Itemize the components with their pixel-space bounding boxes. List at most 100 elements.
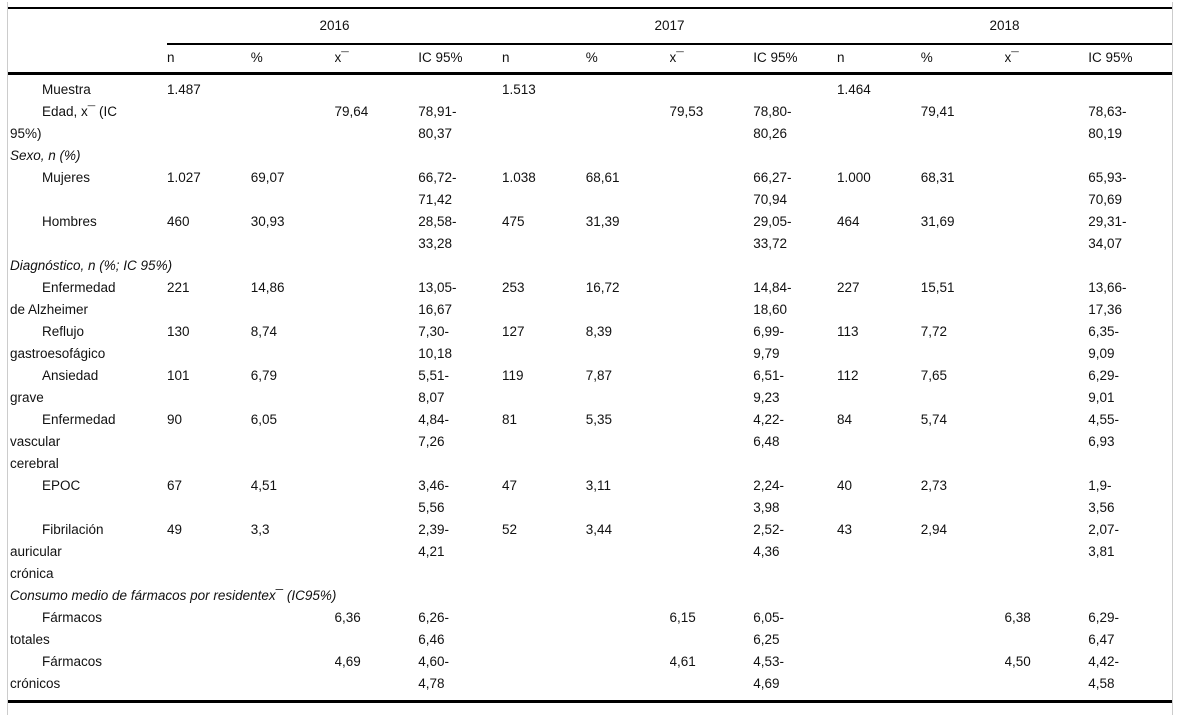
table-cell — [753, 74, 837, 102]
column-header: x¯ — [669, 44, 754, 75]
table-cell: 6,05- 6,25 — [753, 610, 785, 647]
table-cell: 31,39 — [585, 214, 620, 229]
table-cell: 4,69 — [334, 654, 361, 669]
table-cell: 4,51 — [250, 478, 278, 493]
table-cell: 2,94 — [920, 522, 948, 537]
table-cell — [670, 365, 754, 409]
table-cell: 4,61 — [669, 654, 696, 669]
table-cell — [251, 607, 335, 651]
column-header: % — [920, 44, 1005, 75]
table-cell — [502, 101, 586, 145]
column-header: IC 95% — [418, 44, 502, 75]
section-label: Consumo medio de fármacos por residentex… — [10, 588, 337, 603]
table-cell — [1005, 211, 1089, 255]
table-cell: 31,69 — [920, 214, 955, 229]
table-cell: 4,22- 6,48 — [753, 412, 785, 449]
column-header: x¯ — [1004, 44, 1089, 75]
table-cell — [670, 321, 754, 365]
table-cell — [1005, 409, 1089, 475]
table-row: EPOC 67 4,51 3,46- 5,56 47 3,11 2,24- 3,98 40 2,… — [8, 475, 1172, 519]
column-header: % — [250, 44, 335, 75]
table-cell: 2,24- 3,98 — [753, 478, 785, 515]
table-row: Edad, x¯ (IC 95%) 79,64 78,91- 80,37 79,53 7… — [8, 101, 1172, 145]
table-cell — [335, 211, 419, 255]
table-cell — [670, 211, 754, 255]
column-header: x¯ — [334, 44, 419, 75]
table-cell: 6,99- 9,79 — [753, 324, 785, 361]
table-cell: 47 — [502, 478, 518, 493]
table-cell: 84 — [837, 412, 853, 427]
table-cell: 5,35 — [585, 412, 613, 427]
table-cell: 68,61 — [585, 170, 620, 185]
table-cell — [670, 167, 754, 211]
table-cell: 13,05- 16,67 — [418, 280, 457, 317]
table-cell: 6,36 — [334, 610, 361, 625]
table-cell: 28,58- 33,28 — [418, 214, 457, 251]
table-cell — [1005, 74, 1089, 102]
table-cell: 16,72 — [585, 280, 620, 295]
table-cell — [921, 607, 1005, 651]
table-cell: 464 — [837, 214, 860, 229]
table-cell: 112 — [837, 368, 859, 383]
table-cell: 43 — [837, 522, 853, 537]
table-cell: 78,91- 80,37 — [418, 104, 457, 141]
table-cell: 4,60- 4,78 — [418, 654, 450, 691]
table-cell — [1005, 277, 1089, 321]
table-cell: 29,31- 34,07 — [1088, 214, 1127, 251]
table-cell — [167, 651, 251, 702]
table-cell: 15,51 — [920, 280, 955, 295]
column-header: n — [837, 44, 921, 75]
table-cell — [586, 607, 670, 651]
row-label: Enfermedad vascular cerebral — [10, 412, 116, 471]
table-cell: 66,27- 70,94 — [753, 170, 792, 207]
table-row: Ansiedad grave 101 6,79 5,51- 8,07 119 7,87 6,… — [8, 365, 1172, 409]
table-cell — [921, 651, 1005, 702]
corner-cell — [8, 44, 167, 75]
table-cell — [670, 519, 754, 585]
row-label: Reflujo gastroesofágico — [10, 324, 106, 361]
table-cell: 5,51- 8,07 — [418, 368, 450, 405]
table-cell: 119 — [502, 368, 524, 383]
table-cell: 78,63- 80,19 — [1088, 104, 1127, 141]
table-cell: 6,15 — [669, 610, 696, 625]
corner-cell — [8, 8, 167, 44]
table-cell — [1005, 167, 1089, 211]
row-label: Edad, x¯ (IC 95%) — [10, 104, 117, 141]
table-row: Diagnóstico, n (%; IC 95%) — [8, 255, 1172, 277]
table-cell — [837, 101, 921, 145]
table-cell: 6,79 — [250, 368, 278, 383]
table-cell: 7,65 — [920, 368, 948, 383]
column-header-row: n% x¯ IC 95% n% x¯ IC 95% n% x¯ IC 95% — [8, 44, 1172, 75]
table-cell: 52 — [502, 522, 518, 537]
table-cell: 90 — [167, 412, 183, 427]
table-cell: 1.038 — [502, 170, 536, 185]
table-cell: 67 — [167, 478, 183, 493]
table-cell — [335, 167, 419, 211]
table-cell — [502, 607, 586, 651]
table-cell: 1.464 — [837, 82, 871, 97]
row-label: EPOC — [42, 478, 81, 493]
table-cell: 7,30- 10,18 — [418, 324, 453, 361]
table-cell — [335, 277, 419, 321]
section-label: Diagnóstico, n (%; IC 95%) — [10, 258, 173, 273]
table-cell: 79,53 — [669, 104, 704, 119]
table-cell: 4,50 — [1004, 654, 1031, 669]
table-cell: 66,72- 71,42 — [418, 170, 457, 207]
row-label: Ansiedad grave — [10, 368, 99, 405]
table-cell: 4,42- 4,58 — [1088, 654, 1120, 691]
table-cell: 79,64 — [334, 104, 369, 119]
table-cell: 79,41 — [920, 104, 955, 119]
table-cell: 2,52- 4,36 — [753, 522, 785, 559]
table-cell — [335, 365, 419, 409]
table-cell: 40 — [837, 478, 853, 493]
table-cell: 2,73 — [920, 478, 948, 493]
table-row: Fibrilación auricular crónica 49 3,3 2,39- … — [8, 519, 1172, 585]
table-cell: 3,46- 5,56 — [418, 478, 450, 515]
table-cell — [670, 277, 754, 321]
year-header-row: 2016 2017 2018 — [8, 8, 1172, 45]
table-cell — [418, 74, 502, 102]
table-cell: 127 — [502, 324, 525, 339]
table-cell — [502, 651, 586, 702]
table-cell — [1005, 365, 1089, 409]
table-cell: 49 — [167, 522, 183, 537]
